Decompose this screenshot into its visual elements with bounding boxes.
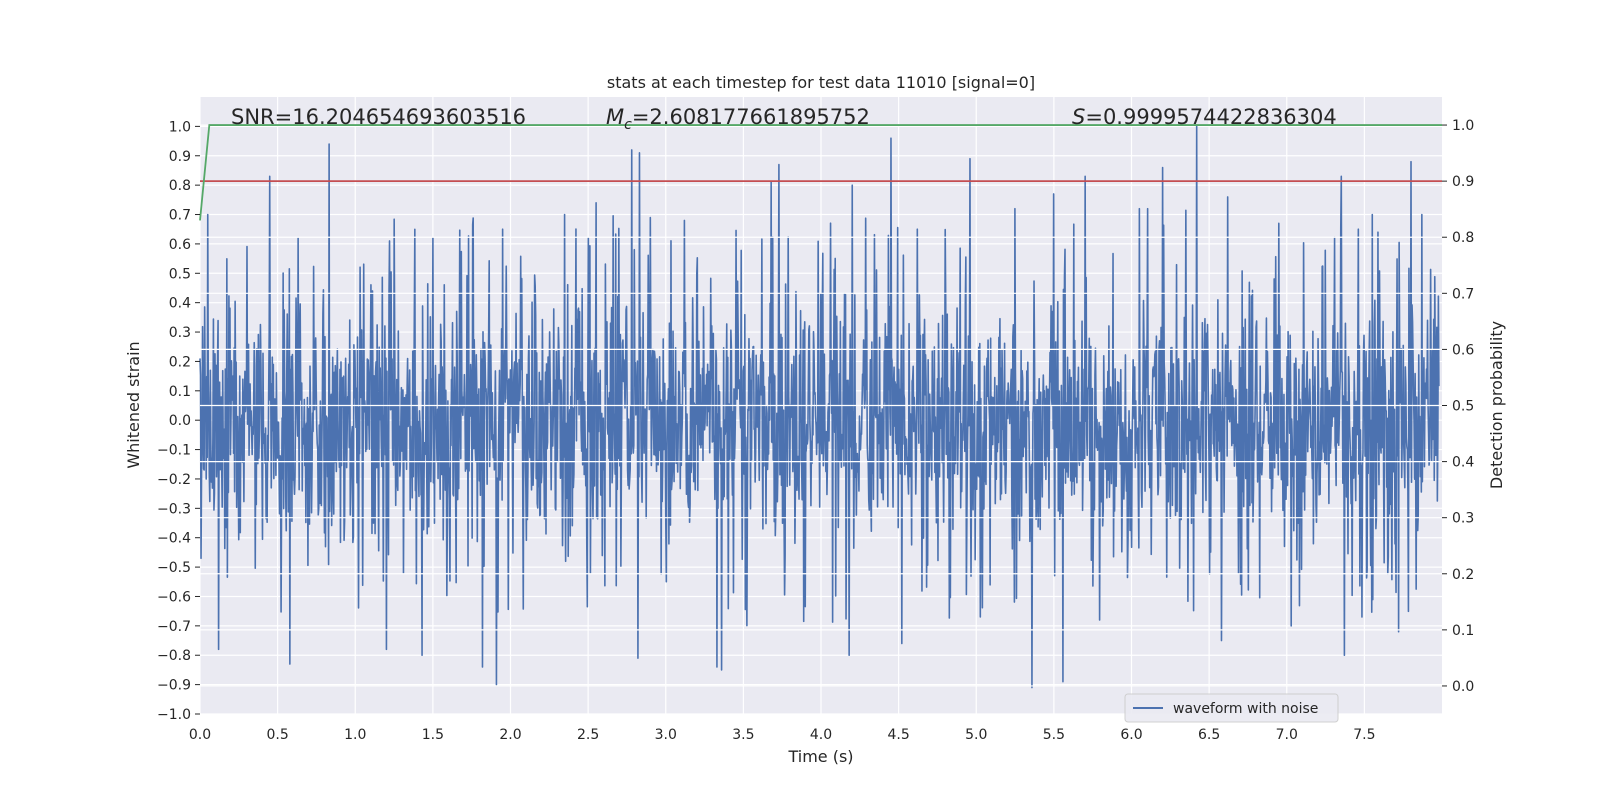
y-tick-label: −0.5 — [157, 560, 191, 576]
detection-probability-line — [199, 124, 1442, 221]
y-axis-right-label: Detection probability — [1487, 321, 1506, 489]
x-tick-label: 2.0 — [499, 727, 521, 743]
x-axis-ticks: 0.0 0.5 1.0 1.5 2.0 2.5 3.0 3.5 4.0 4.5 5.0 5.5 6.0 6… — [189, 727, 1376, 743]
y-tick-label: −0.4 — [157, 531, 191, 547]
y-tick-label: 0.3 — [169, 325, 191, 341]
x-tick-label: 4.5 — [887, 727, 909, 743]
y-right-tick-label: 0.1 — [1452, 623, 1474, 639]
y-tick-label: −0.7 — [157, 619, 191, 635]
y-axis-right-ticks: 0.0 0.1 0.2 0.3 0.4 0.5 0.6 0.7 0.8 0.9 1.0 — [1442, 118, 1474, 695]
y-axis-label: Whitened strain — [124, 341, 143, 468]
x-tick-label: 5.5 — [1043, 727, 1065, 743]
y-right-tick-label: 0.0 — [1452, 679, 1474, 695]
legend-box — [1124, 693, 1339, 723]
legend: waveform with noise — [1124, 693, 1339, 723]
y-tick-label: 1.0 — [169, 119, 191, 135]
y-tick-label: 0.4 — [169, 296, 191, 312]
y-tick-label: −1.0 — [157, 707, 191, 723]
x-tick-label: 6.5 — [1198, 727, 1220, 743]
x-tick-label: 1.5 — [422, 727, 444, 743]
score-value: =0.9999574422836304 — [1085, 105, 1336, 129]
x-tick-label: 7.0 — [1276, 727, 1298, 743]
y-tick-label: 0.1 — [169, 384, 191, 400]
chirp-mass-value: =2.608177661895752 — [632, 105, 870, 129]
y-right-tick-label: 0.4 — [1452, 455, 1474, 471]
y-right-tick-label: 1.0 — [1452, 118, 1474, 134]
x-tick-label: 3.5 — [732, 727, 754, 743]
x-tick-label: 5.0 — [965, 727, 987, 743]
y-tick-label: 0.6 — [169, 237, 191, 253]
y-tick-label: 0.2 — [169, 354, 191, 370]
waveform-series — [199, 125, 1440, 689]
score-annotation: S=0.9999574422836304 — [1072, 105, 1337, 129]
y-right-tick-label: 0.2 — [1452, 567, 1474, 583]
legend-label-waveform: waveform with noise — [1173, 701, 1318, 717]
x-tick-label: 7.5 — [1353, 727, 1375, 743]
y-tick-label: 0.8 — [169, 178, 191, 194]
x-tick-label: 6.0 — [1120, 727, 1142, 743]
y-tick-label: 0.9 — [169, 149, 191, 165]
y-axis-ticks: −1.0 −0.9 −0.8 −0.7 −0.6 −0.5 −0.4 −0.3 −0.2 −0.1… — [157, 119, 200, 723]
y-right-tick-label: 0.5 — [1452, 399, 1474, 415]
x-tick-label: 0.5 — [266, 727, 288, 743]
y-right-tick-label: 0.8 — [1452, 230, 1474, 246]
x-axis-label: Time (s) — [787, 747, 853, 766]
y-right-tick-label: 0.9 — [1452, 174, 1474, 190]
score-symbol: S — [1072, 105, 1085, 129]
y-tick-label: 0.7 — [169, 208, 191, 224]
y-right-tick-label: 0.7 — [1452, 286, 1474, 302]
x-tick-label: 0.0 — [189, 727, 211, 743]
x-tick-label: 4.0 — [810, 727, 832, 743]
overlay-lines — [199, 124, 1442, 221]
y-right-tick-label: 0.3 — [1452, 511, 1474, 527]
x-tick-label: 1.0 — [344, 727, 366, 743]
chart-title: stats at each timestep for test data 110… — [607, 73, 1035, 92]
y-tick-label: 0.5 — [169, 266, 191, 282]
y-tick-label: −0.3 — [157, 501, 191, 517]
y-tick-label: 0.0 — [169, 413, 191, 429]
snr-annotation: SNR=16.204654693603516 — [231, 105, 526, 129]
y-tick-label: −0.9 — [157, 678, 191, 694]
chirp-mass-symbol: M — [606, 105, 624, 129]
waveform-line — [199, 125, 1440, 689]
y-tick-label: −0.1 — [157, 443, 191, 459]
x-tick-label: 3.0 — [655, 727, 677, 743]
x-tick-label: 2.5 — [577, 727, 599, 743]
chirp-mass-subscript: c — [624, 117, 632, 133]
chirp-mass-annotation: Mc=2.608177661895752 — [606, 105, 870, 133]
y-tick-label: −0.6 — [157, 589, 191, 605]
y-tick-label: −0.8 — [157, 648, 191, 664]
y-tick-label: −0.2 — [157, 472, 191, 488]
y-right-tick-label: 0.6 — [1452, 342, 1474, 358]
